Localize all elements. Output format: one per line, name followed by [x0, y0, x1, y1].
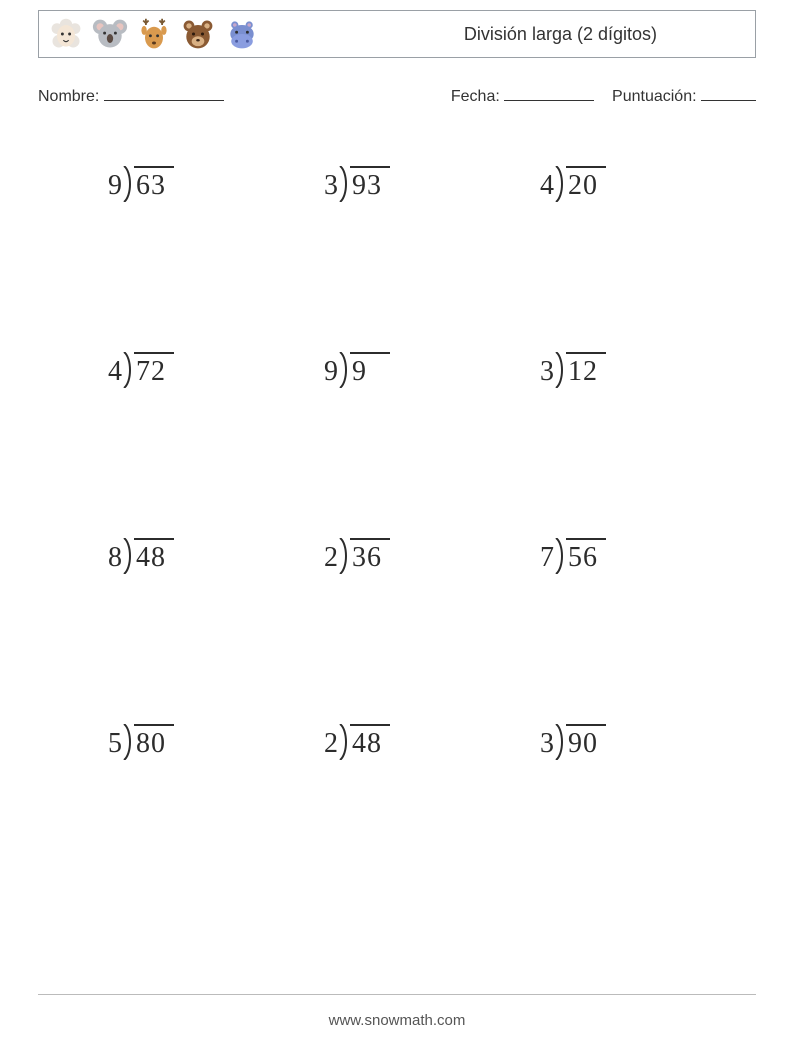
hippo-icon — [223, 15, 261, 53]
division-problem: 4 72 — [108, 352, 174, 388]
animal-icons-row — [47, 15, 261, 53]
worksheet-page: División larga (2 dígitos) Nombre: Fecha… — [0, 0, 794, 1053]
dividend: 72 — [134, 352, 174, 386]
problems-grid: 96339342047299312848236756580248390 — [38, 166, 756, 760]
divisor: 5 — [108, 724, 122, 758]
dividend: 90 — [566, 724, 606, 758]
worksheet-title: División larga (2 dígitos) — [464, 24, 747, 45]
score-blank[interactable] — [701, 86, 756, 101]
division-problem: 2 48 — [324, 724, 390, 760]
name-blank[interactable] — [104, 86, 224, 101]
date-label: Fecha: — [451, 88, 500, 105]
division-bracket-icon — [338, 166, 350, 202]
dividend: 63 — [134, 166, 174, 200]
divisor: 4 — [540, 166, 554, 200]
score-label: Puntuación: — [612, 88, 697, 105]
name-label: Nombre: — [38, 88, 99, 105]
division-problem: 4 20 — [540, 166, 606, 202]
divisor: 4 — [108, 352, 122, 386]
division-problem: 7 56 — [540, 538, 606, 574]
footer-url: www.snowmath.com — [0, 1012, 794, 1029]
dividend: 56 — [566, 538, 606, 572]
divisor: 2 — [324, 538, 338, 572]
division-problem: 3 93 — [324, 166, 390, 202]
koala-icon — [91, 15, 129, 53]
division-problem: 99 — [324, 352, 390, 388]
division-problem: 8 48 — [108, 538, 174, 574]
dividend: 93 — [350, 166, 390, 200]
name-field: Nombre: — [38, 86, 224, 106]
divisor: 9 — [108, 166, 122, 200]
division-bracket-icon — [338, 352, 350, 388]
sheep-icon — [47, 15, 85, 53]
division-bracket-icon — [554, 166, 566, 202]
divisor: 3 — [540, 352, 554, 386]
dividend: 12 — [566, 352, 606, 386]
division-problem: 2 36 — [324, 538, 390, 574]
footer-divider — [38, 994, 756, 995]
division-bracket-icon — [554, 538, 566, 574]
dividend: 48 — [134, 538, 174, 572]
division-bracket-icon — [554, 724, 566, 760]
dividend: 9 — [350, 352, 390, 386]
divisor: 7 — [540, 538, 554, 572]
dividend: 48 — [350, 724, 390, 758]
header-bar: División larga (2 dígitos) — [38, 10, 756, 58]
deer-icon — [135, 15, 173, 53]
division-bracket-icon — [122, 352, 134, 388]
division-problem: 5 80 — [108, 724, 174, 760]
division-problem: 3 12 — [540, 352, 606, 388]
division-bracket-icon — [554, 352, 566, 388]
dividend: 36 — [350, 538, 390, 572]
date-blank[interactable] — [504, 86, 594, 101]
division-bracket-icon — [338, 724, 350, 760]
dividend: 80 — [134, 724, 174, 758]
dividend: 20 — [566, 166, 606, 200]
division-bracket-icon — [122, 538, 134, 574]
division-problem: 3 90 — [540, 724, 606, 760]
division-bracket-icon — [122, 166, 134, 202]
divisor: 3 — [540, 724, 554, 758]
division-bracket-icon — [338, 538, 350, 574]
divisor: 9 — [324, 352, 338, 386]
info-line: Nombre: Fecha: Puntuación: — [38, 86, 756, 106]
divisor: 2 — [324, 724, 338, 758]
bear-icon — [179, 15, 217, 53]
divisor: 8 — [108, 538, 122, 572]
divisor: 3 — [324, 166, 338, 200]
division-bracket-icon — [122, 724, 134, 760]
date-score-group: Fecha: Puntuación: — [451, 86, 756, 106]
division-problem: 9 63 — [108, 166, 174, 202]
